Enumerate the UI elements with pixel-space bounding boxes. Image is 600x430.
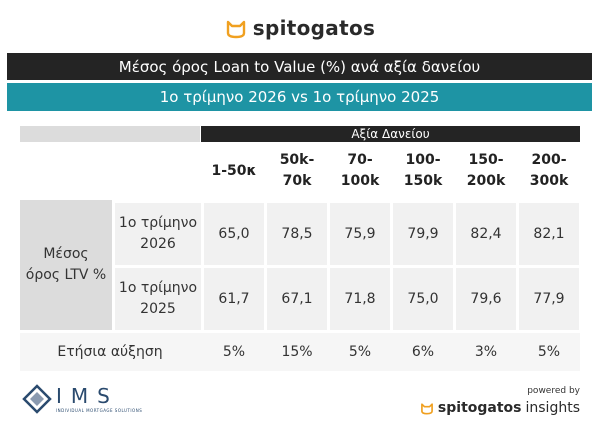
- brand-footer-suffix: insights: [525, 400, 581, 416]
- page-title: Μέσος όρος Loan to Value (%) ανά αξία δα…: [7, 53, 592, 80]
- table-cell: 79,9: [393, 203, 453, 265]
- table-cell: 67,1: [267, 268, 327, 330]
- table-cell: 79,6: [456, 268, 516, 330]
- ims-tagline: INDIVIDUAL MORTGAGE SOLUTIONS: [56, 408, 143, 413]
- table-cell: 78,5: [267, 203, 327, 265]
- brand-footer-name: spitogatos: [437, 400, 522, 416]
- table-cell: 75,0: [393, 268, 453, 330]
- ims-letters: IMS: [56, 384, 119, 408]
- table-cell: 77,9: [519, 268, 579, 330]
- table-cell: 61,7: [204, 268, 264, 330]
- table-cell: 82,1: [519, 203, 579, 265]
- table-cell: 71,8: [330, 268, 390, 330]
- row-label-2026: 1ο τρίμηνο 2026: [115, 203, 201, 265]
- cat-logo-icon: [421, 403, 433, 415]
- column-header: 100- 150k: [403, 152, 443, 189]
- column-header: 150- 200k: [466, 152, 506, 189]
- growth-cell: 15%: [281, 344, 313, 360]
- growth-cell: 6%: [411, 344, 435, 360]
- cat-logo-icon: [226, 20, 245, 39]
- growth-cell: 5%: [222, 344, 246, 360]
- growth-row: [20, 333, 580, 371]
- table-cell: 75,9: [330, 203, 390, 265]
- column-header: 200- 300k: [529, 152, 569, 189]
- brand-footer: spitogatos insights: [420, 398, 580, 418]
- ims-logo: IMS INDIVIDUAL MORTGAGE SOLUTIONS: [22, 382, 152, 418]
- row-label-2025: 1ο τρίμηνο 2025: [115, 268, 201, 330]
- column-group-header: Αξία Δανείου: [201, 126, 580, 142]
- growth-cell: 5%: [348, 344, 372, 360]
- growth-cell: 3%: [474, 344, 498, 360]
- ims-diamond-icon: [22, 384, 52, 414]
- growth-label: Ετήσια αύξηση: [57, 344, 163, 360]
- table-corner: [20, 126, 200, 142]
- table-cell: 82,4: [456, 203, 516, 265]
- brand-name: spitogatos: [252, 16, 376, 40]
- page-subtitle: 1ο τρίμηνο 2026 vs 1ο τρίμηνο 2025: [7, 83, 592, 111]
- row-group-label: Μέσος όρος LTV %: [20, 200, 112, 330]
- column-header: 50k- 70k: [279, 152, 315, 189]
- growth-cell: 5%: [537, 344, 561, 360]
- table-cell: 65,0: [204, 203, 264, 265]
- brand-header: spitogatos: [0, 12, 600, 44]
- column-header: 1-50κ: [211, 162, 257, 179]
- powered-by-label: powered by: [527, 386, 580, 396]
- column-header: 70- 100k: [340, 152, 380, 189]
